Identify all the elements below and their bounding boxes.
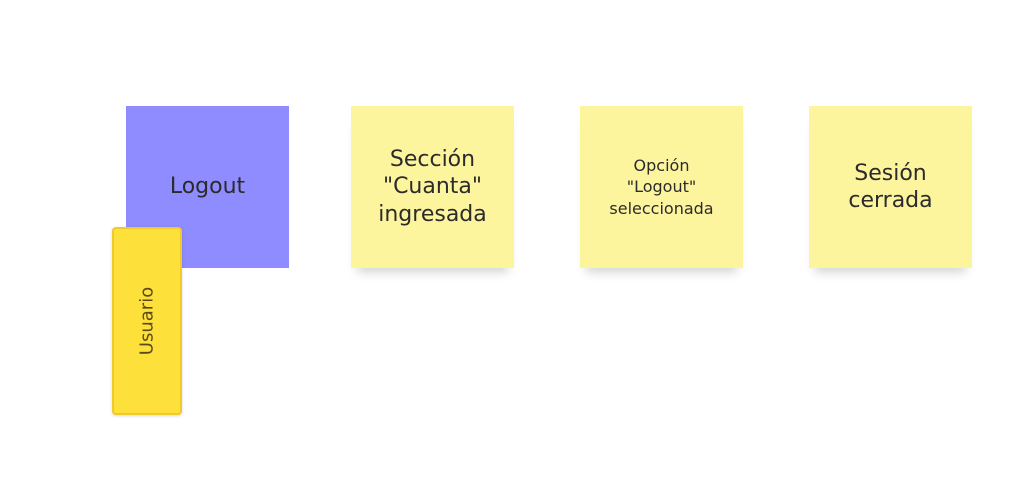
sticky-note-seccion-text: Sección "Cuanta" ingresada <box>378 146 487 227</box>
sticky-note-usuario[interactable]: Usuario <box>112 227 182 415</box>
sticky-note-opcion-logout[interactable]: Opción "Logout" seleccionada <box>580 106 743 268</box>
sticky-note-sesion-cerrada[interactable]: Sesión cerrada <box>809 106 972 268</box>
sticky-note-logout-text: Logout <box>169 173 246 199</box>
sticky-note-opcion-text: Opción "Logout" seleccionada <box>609 155 714 218</box>
sticky-note-seccion-cuanta[interactable]: Sección "Cuanta" ingresada <box>351 106 514 268</box>
sticky-note-sesion-text: Sesión cerrada <box>848 160 933 214</box>
sticky-note-usuario-text: Usuario <box>136 286 158 356</box>
